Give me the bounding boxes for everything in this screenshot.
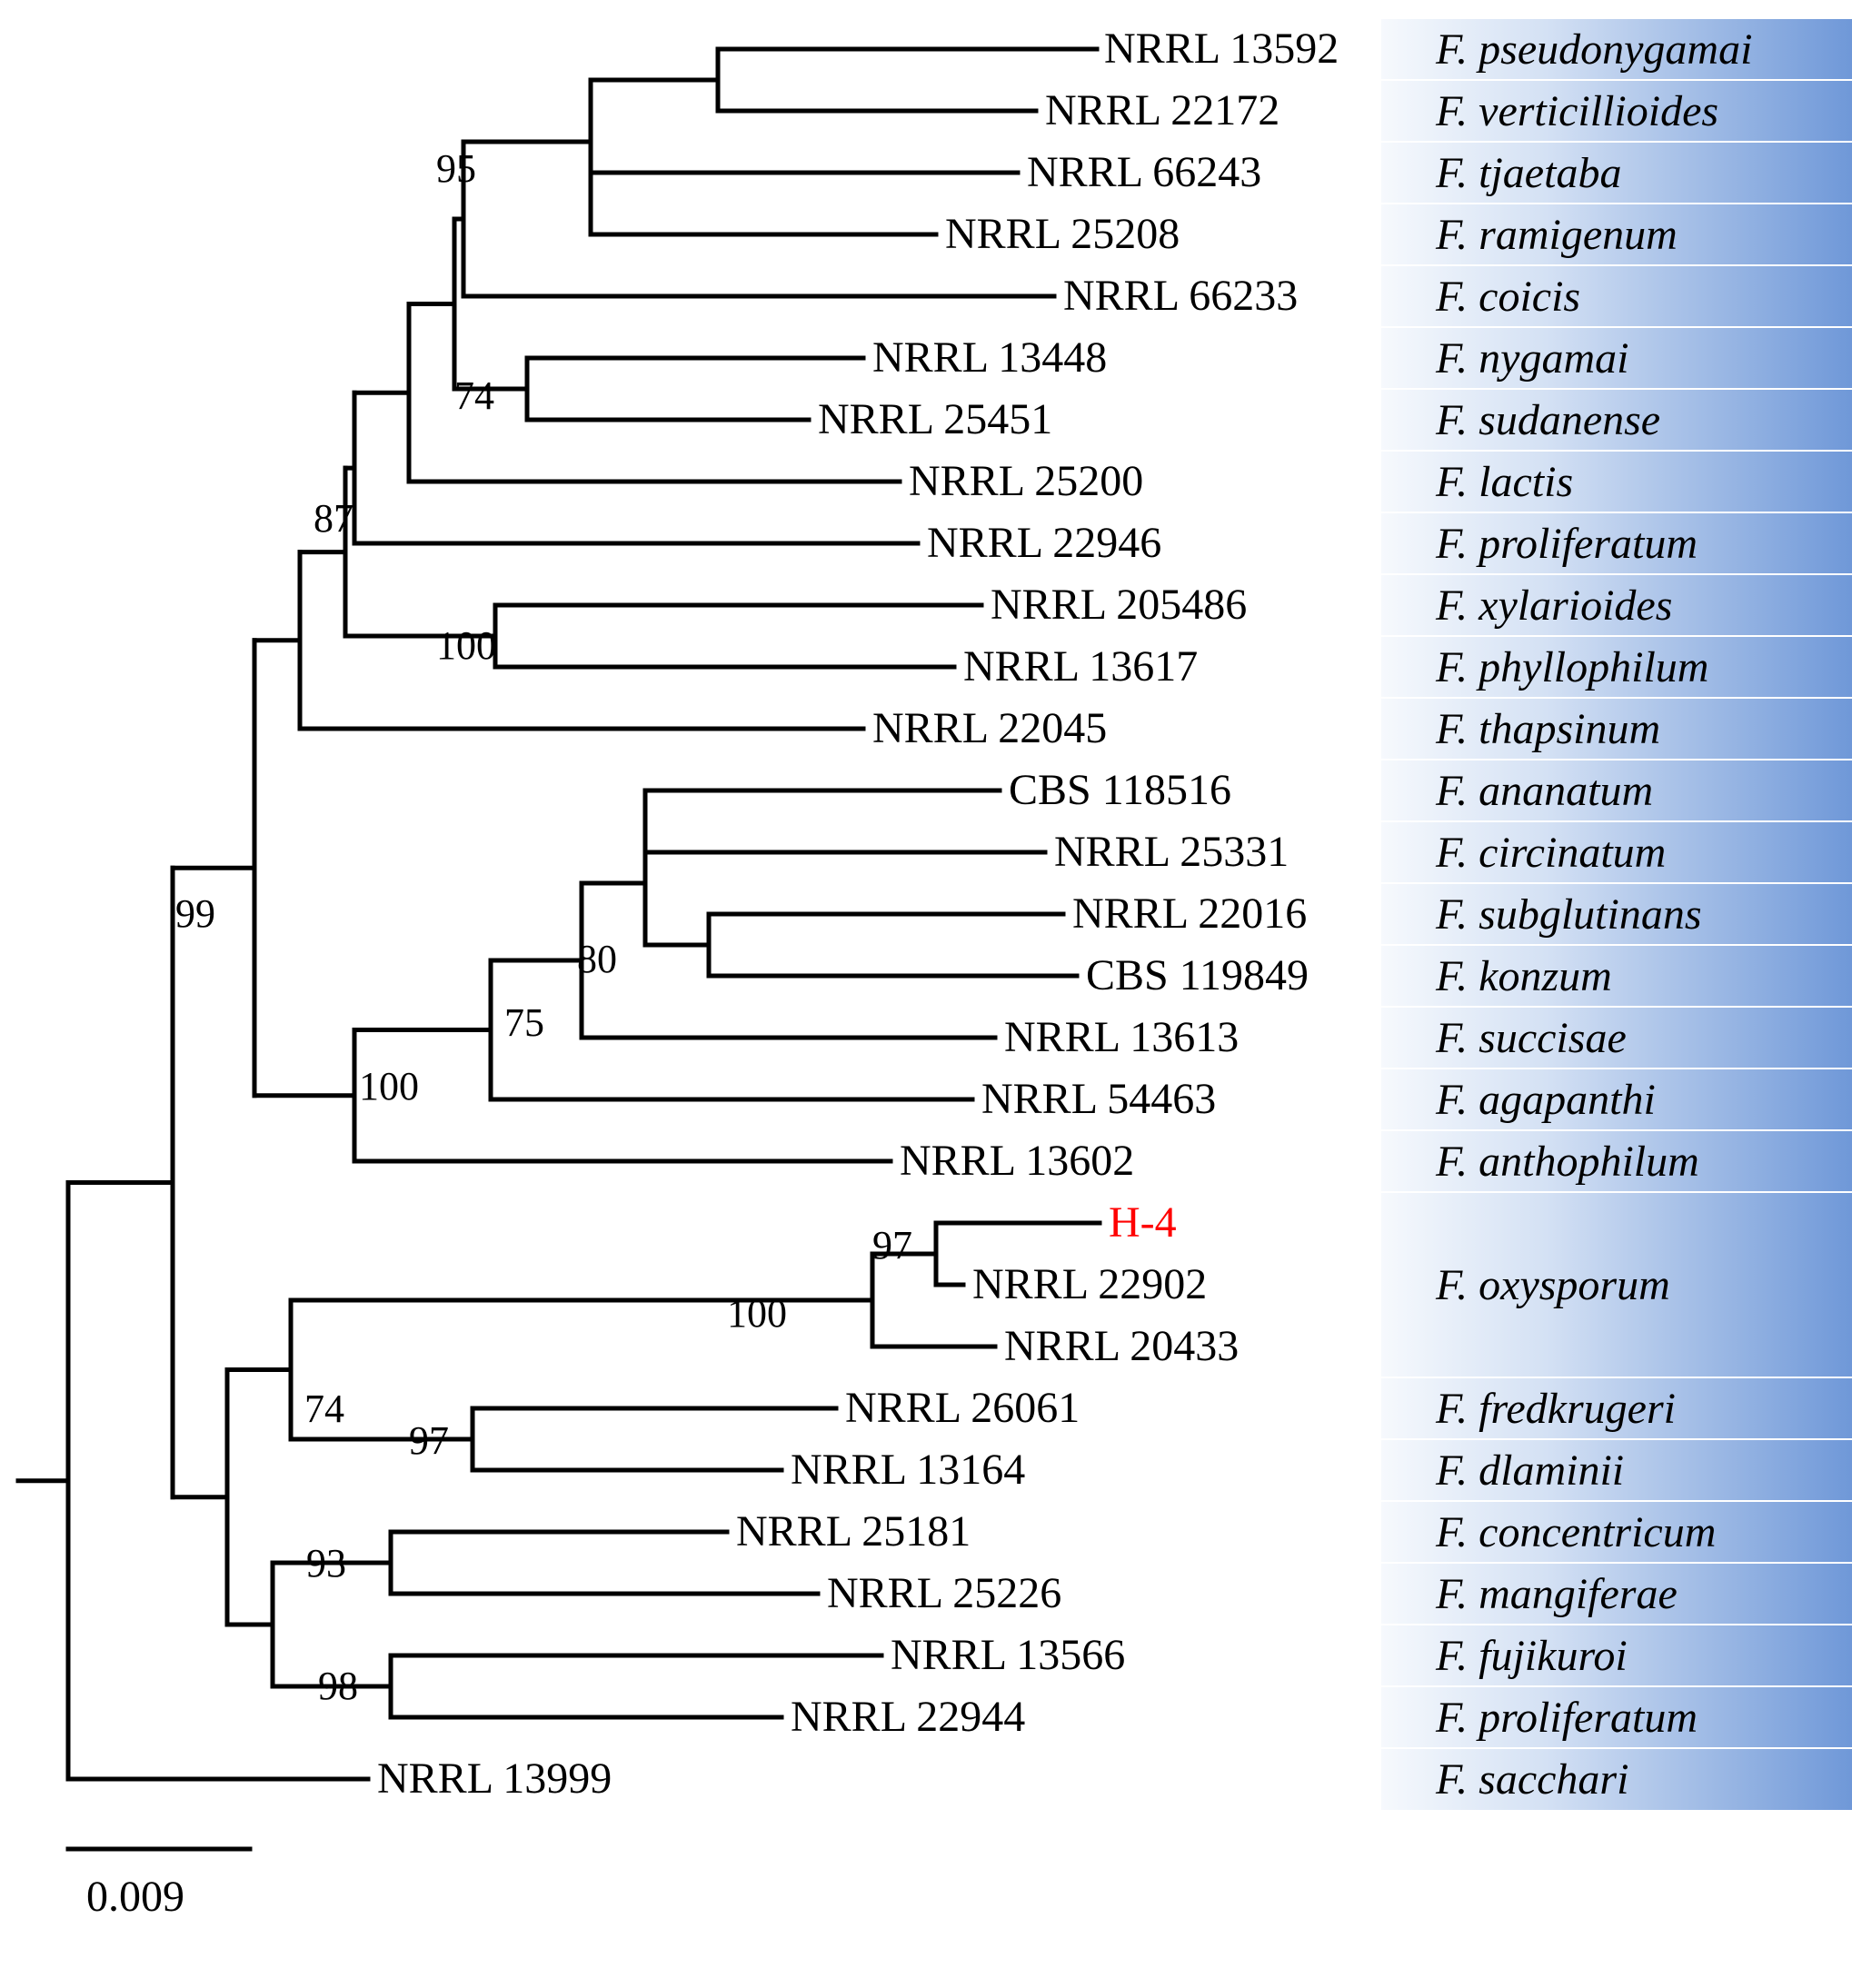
- bootstrap-value: 75: [504, 999, 544, 1046]
- bootstrap-value: 100: [727, 1290, 787, 1337]
- tip-label: NRRL 13602: [900, 1136, 1134, 1186]
- bootstrap-value: 99: [175, 890, 215, 937]
- bootstrap-value: 87: [314, 495, 353, 542]
- species-label: F. xylarioides: [1381, 574, 1852, 636]
- tip-label: CBS 118516: [1009, 765, 1231, 815]
- species-label: F. lactis: [1381, 451, 1852, 512]
- tip-label: NRRL 25451: [818, 394, 1052, 444]
- species-label: F. ramigenum: [1381, 204, 1852, 265]
- species-label: F. succisae: [1381, 1007, 1852, 1069]
- species-label: F. subglutinans: [1381, 883, 1852, 945]
- phylo-tree-figure: F. pseudonygamaiF. verticillioidesF. tja…: [0, 0, 1852, 1988]
- species-label: F. fredkrugeri: [1381, 1377, 1852, 1439]
- tip-label: CBS 119849: [1086, 950, 1309, 1000]
- bootstrap-value: 93: [306, 1540, 346, 1586]
- tip-label: NRRL 13566: [891, 1630, 1125, 1680]
- bootstrap-value: 100: [436, 622, 496, 669]
- scale-value: 0.009: [86, 1872, 184, 1922]
- species-label: F. thapsinum: [1381, 698, 1852, 760]
- bootstrap-value: 97: [409, 1417, 449, 1464]
- species-label: F. tjaetaba: [1381, 142, 1852, 204]
- bootstrap-value: 98: [318, 1663, 358, 1709]
- species-label: F. sudanense: [1381, 389, 1852, 451]
- bootstrap-value: 100: [359, 1063, 419, 1109]
- species-label: F. anthophilum: [1381, 1130, 1852, 1192]
- tip-label: NRRL 20433: [1004, 1321, 1239, 1371]
- species-label: F. proliferatum: [1381, 1686, 1852, 1748]
- tip-label: NRRL 13448: [872, 333, 1107, 383]
- tip-label: NRRL 26061: [845, 1383, 1080, 1433]
- tip-label: NRRL 22045: [872, 703, 1107, 753]
- species-label: F. oxysporum: [1381, 1192, 1852, 1377]
- tip-label: NRRL 25200: [909, 456, 1143, 506]
- bootstrap-value: 74: [304, 1386, 344, 1432]
- tip-label: H-4: [1109, 1198, 1177, 1247]
- species-label: F. dlaminii: [1381, 1439, 1852, 1501]
- tip-label: NRRL 205486: [991, 580, 1247, 630]
- tip-label: NRRL 22172: [1045, 85, 1279, 135]
- species-label: F. mangiferae: [1381, 1563, 1852, 1625]
- bootstrap-value: 80: [577, 936, 617, 982]
- species-label: F. pseudonygamai: [1381, 18, 1852, 80]
- tip-label: NRRL 13613: [1004, 1012, 1239, 1062]
- tip-label: NRRL 25181: [736, 1506, 971, 1556]
- species-label: F. ananatum: [1381, 760, 1852, 821]
- tip-label: NRRL 22944: [791, 1692, 1025, 1742]
- species-label: F. phyllophilum: [1381, 636, 1852, 698]
- species-label: F. konzum: [1381, 945, 1852, 1007]
- tip-label: NRRL 13999: [377, 1754, 612, 1804]
- tip-label: NRRL 25208: [945, 209, 1180, 259]
- tip-label: NRRL 66243: [1027, 147, 1261, 197]
- tip-label: NRRL 22902: [972, 1259, 1207, 1309]
- species-label: F. nygamai: [1381, 327, 1852, 389]
- tip-label: NRRL 25331: [1054, 827, 1289, 877]
- tip-label: NRRL 13617: [963, 641, 1198, 691]
- species-label: F. concentricum: [1381, 1501, 1852, 1563]
- species-label: F. agapanthi: [1381, 1069, 1852, 1130]
- tip-label: NRRL 54463: [981, 1074, 1216, 1124]
- species-label: F. verticillioides: [1381, 80, 1852, 142]
- tip-label: NRRL 25226: [827, 1568, 1061, 1618]
- tip-label: NRRL 13164: [791, 1445, 1025, 1495]
- bootstrap-value: 97: [872, 1222, 912, 1268]
- tip-label: NRRL 22016: [1072, 889, 1307, 939]
- tip-label: NRRL 66233: [1063, 271, 1298, 321]
- species-label: F. circinatum: [1381, 821, 1852, 883]
- tip-label: NRRL 13592: [1104, 24, 1339, 74]
- species-label: F. coicis: [1381, 265, 1852, 327]
- species-label: F. sacchari: [1381, 1748, 1852, 1810]
- species-label: F. fujikuroi: [1381, 1625, 1852, 1686]
- bootstrap-value: 74: [454, 373, 494, 419]
- tip-label: NRRL 22946: [927, 518, 1161, 568]
- species-label: F. proliferatum: [1381, 512, 1852, 574]
- bootstrap-value: 95: [436, 145, 476, 192]
